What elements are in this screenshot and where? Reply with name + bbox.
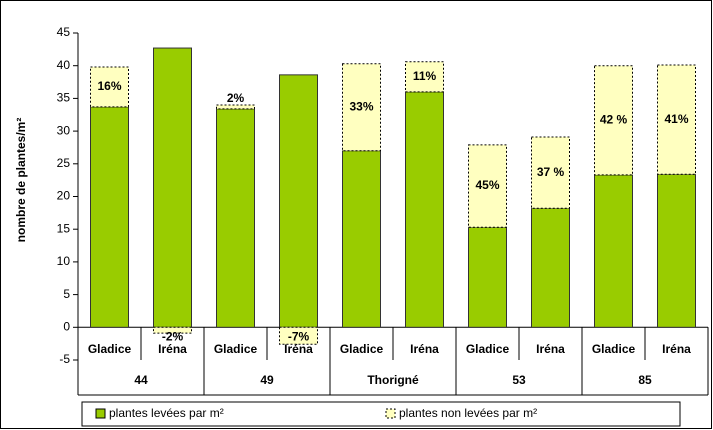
y-tick-label: 25	[57, 156, 71, 170]
percent-label: -7%	[288, 329, 310, 343]
y-tick-label: 5	[63, 287, 70, 301]
legend-swatch	[95, 408, 106, 419]
group-label: 85	[638, 373, 652, 387]
legend-box	[81, 401, 681, 427]
percent-label: 16%	[97, 79, 121, 93]
bar-segment	[594, 174, 633, 328]
group-label: 53	[512, 373, 526, 387]
x-tick-label: Gladice	[340, 342, 384, 356]
x-tick-label: Iréna	[410, 342, 439, 356]
legend-label: plantes non levées par m²	[399, 406, 537, 420]
group-label: 49	[260, 373, 274, 387]
percent-label: 37 %	[537, 165, 565, 179]
x-tick-label: Iréna	[536, 342, 565, 356]
y-axis-label: nombre de plantes/m²	[14, 118, 28, 243]
y-tick-label: 30	[57, 123, 71, 137]
bar-segment	[90, 106, 129, 328]
bar-segment	[279, 326, 318, 345]
x-tick-label: Gladice	[214, 342, 258, 356]
bar-segment	[594, 65, 633, 176]
y-tick-label: -5	[59, 352, 70, 366]
y-tick-label: 20	[57, 189, 71, 203]
y-tick-label: 45	[57, 25, 71, 39]
percent-label: 45%	[475, 178, 499, 192]
x-tick-label: Iréna	[158, 342, 187, 356]
percent-label: 11%	[413, 69, 437, 83]
bar-segment	[405, 61, 444, 93]
group-label: 44	[134, 373, 148, 387]
bar-segment	[657, 64, 696, 175]
bar-segment	[468, 144, 507, 228]
legend-swatch	[385, 408, 396, 419]
y-tick-label: 0	[63, 319, 70, 333]
x-tick-label: Gladice	[88, 342, 132, 356]
bar-segment	[468, 226, 507, 328]
percent-label: 41%	[664, 112, 688, 126]
y-tick-label: 10	[57, 254, 71, 268]
group-label: Thorigné	[367, 373, 419, 387]
percent-label: 42 %	[600, 112, 628, 126]
bar-segment	[531, 207, 570, 328]
percent-label: 33%	[349, 99, 373, 113]
bar-segment	[216, 108, 255, 328]
percent-label: 2%	[227, 91, 245, 105]
bar-segment	[216, 104, 255, 110]
bar-segment	[279, 74, 318, 328]
x-tick-label: Iréna	[662, 342, 691, 356]
bar-segment	[405, 91, 444, 328]
x-tick-label: Gladice	[466, 342, 510, 356]
bar-segment	[153, 47, 192, 328]
percent-label: -2%	[162, 329, 184, 343]
bar-segment	[531, 136, 570, 209]
y-tick-label: 15	[57, 221, 71, 235]
y-tick-label: 35	[57, 91, 71, 105]
bar-segment	[153, 326, 192, 334]
bar-segment	[657, 173, 696, 328]
y-tick-label: 40	[57, 58, 71, 72]
bar-segment	[90, 66, 129, 108]
bar-segment	[342, 150, 381, 328]
bar-segment	[342, 63, 381, 152]
x-tick-label: Iréna	[284, 342, 313, 356]
x-tick-label: Gladice	[592, 342, 636, 356]
legend-label: plantes levées par m²	[109, 406, 224, 420]
